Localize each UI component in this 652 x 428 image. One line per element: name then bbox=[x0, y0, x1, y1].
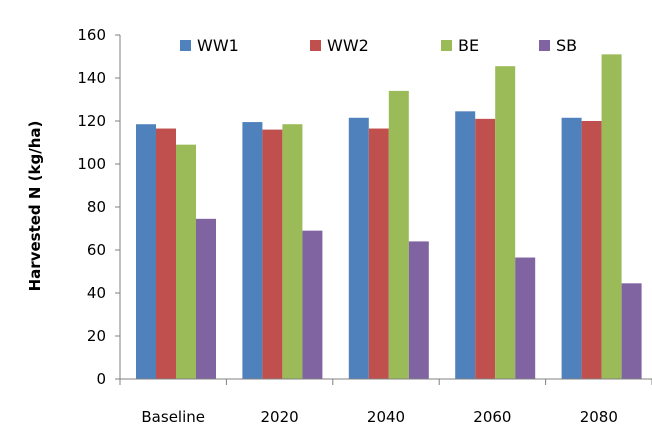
y-tick-label: 80 bbox=[87, 198, 106, 216]
x-tick-label-2020: 2020 bbox=[261, 408, 299, 426]
bar-sb-2020 bbox=[302, 230, 323, 379]
y-axis-title: Harvested N (kg/ha) bbox=[26, 121, 44, 292]
y-tick-label: 120 bbox=[77, 112, 106, 130]
bar-ww1-2020 bbox=[242, 122, 263, 379]
x-tick-label-baseline: Baseline bbox=[141, 408, 205, 426]
y-tick-label: 140 bbox=[77, 69, 106, 87]
legend-label-sb: SB bbox=[556, 36, 577, 55]
bar-ww2-2040 bbox=[368, 128, 389, 379]
bar-ww2-2060 bbox=[475, 118, 496, 379]
bar-sb-baseline bbox=[196, 218, 216, 379]
bar-sb-2080 bbox=[621, 283, 642, 379]
legend-swatch-ww1 bbox=[180, 40, 191, 51]
y-tick-label: 20 bbox=[87, 327, 106, 345]
legend-swatch-be bbox=[441, 40, 452, 51]
bar-be-2080 bbox=[601, 54, 622, 379]
y-tick-label: 60 bbox=[87, 241, 106, 259]
bar-be-2060 bbox=[495, 66, 516, 380]
x-tick-label-2080: 2080 bbox=[580, 408, 618, 426]
legend-label-be: BE bbox=[458, 36, 479, 55]
bar-ww1-2080 bbox=[561, 117, 582, 380]
bar-be-2040 bbox=[388, 90, 409, 380]
x-tick-label-2060: 2060 bbox=[473, 408, 511, 426]
bar-ww2-2020 bbox=[262, 129, 283, 379]
y-tick-label: 100 bbox=[77, 155, 106, 173]
legend-label-ww2: WW2 bbox=[327, 36, 369, 55]
bar-ww2-baseline bbox=[156, 128, 176, 379]
y-tick-label: 40 bbox=[87, 284, 106, 302]
bar-be-baseline bbox=[176, 144, 196, 379]
bar-ww2-2080 bbox=[581, 121, 602, 379]
bar-be-2020 bbox=[282, 124, 303, 379]
y-tick-label: 0 bbox=[96, 370, 106, 388]
y-tick-label: 160 bbox=[77, 26, 106, 44]
bar-ww1-2040 bbox=[348, 117, 369, 380]
legend-swatch-sb bbox=[539, 40, 550, 51]
bar-sb-2060 bbox=[515, 257, 536, 379]
bar-sb-2040 bbox=[408, 241, 429, 379]
legend-label-ww1: WW1 bbox=[197, 36, 239, 55]
bar-ww1-baseline bbox=[136, 124, 156, 379]
bar-ww1-2060 bbox=[455, 111, 476, 379]
legend-swatch-ww2 bbox=[310, 40, 321, 51]
x-tick-label-2040: 2040 bbox=[367, 408, 405, 426]
